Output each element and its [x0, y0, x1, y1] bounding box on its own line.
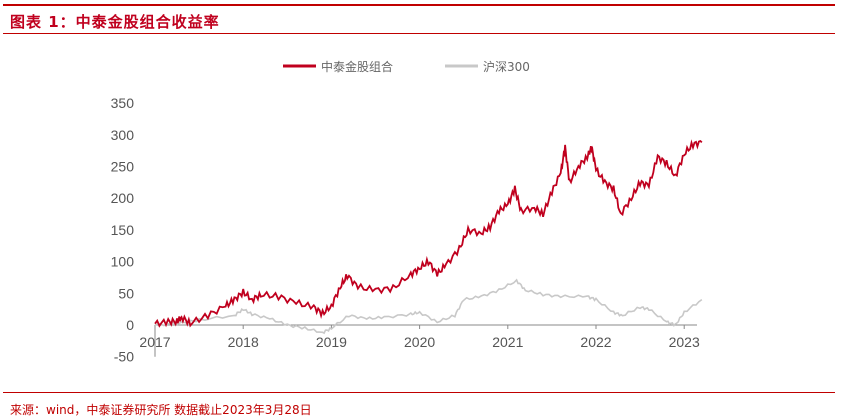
series-line-hs300 — [154, 278, 703, 335]
bottom-rule — [3, 392, 835, 393]
y-tick-label: -50 — [114, 349, 134, 365]
y-tick-label: 100 — [111, 254, 135, 270]
title-rule — [3, 33, 835, 34]
x-tick-label: 2020 — [404, 334, 435, 350]
source-note: 来源：wind，中泰证券研究所 数据截止2023年3月28日 — [10, 403, 312, 417]
line-chart: -50 0 50 100 150 200 250 300 350 2017 2018 2019 2020… — [111, 59, 703, 365]
y-tick-label: 150 — [111, 222, 135, 238]
y-tick-label: 300 — [111, 127, 135, 143]
figure-title: 图表 1：中泰金股组合收益率 — [10, 13, 220, 31]
x-tick-label: 2023 — [669, 334, 700, 350]
y-tick-label: 350 — [111, 95, 135, 111]
y-tick-label: 200 — [111, 190, 135, 206]
top-rule — [3, 4, 835, 6]
x-tick-label: 2021 — [492, 334, 523, 350]
series-line-portfolio — [154, 139, 703, 328]
x-tick-label: 2019 — [316, 334, 347, 350]
y-tick-label: 0 — [126, 317, 134, 333]
legend-label: 沪深300 — [483, 60, 530, 74]
x-tick-label: 2018 — [228, 334, 259, 350]
x-tick-label: 2017 — [139, 334, 170, 350]
x-tick-label: 2022 — [580, 334, 611, 350]
y-tick-label: 50 — [118, 285, 134, 301]
legend-label: 中泰金股组合 — [321, 59, 393, 74]
y-tick-label: 250 — [111, 159, 135, 175]
